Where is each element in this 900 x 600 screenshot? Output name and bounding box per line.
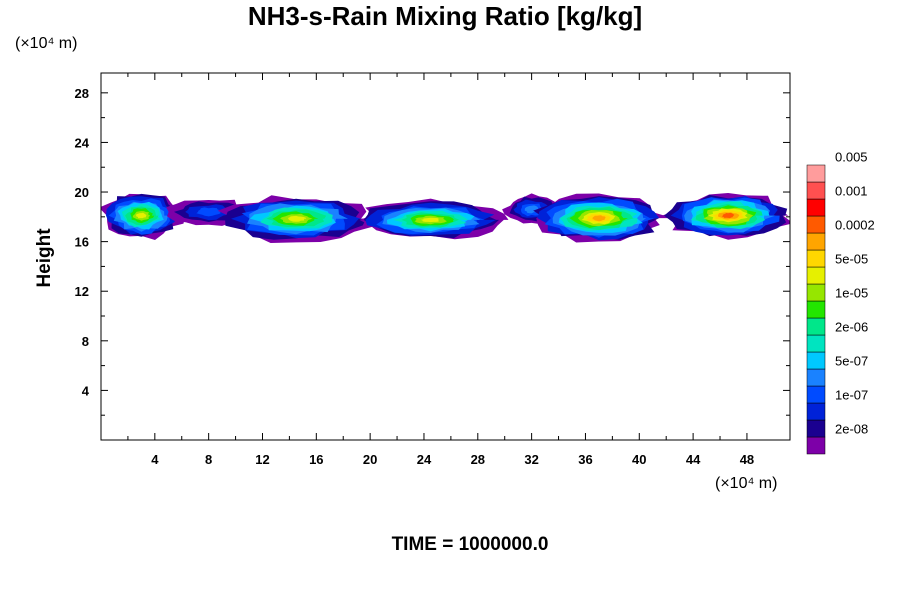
- x-tick-label: 24: [417, 452, 432, 467]
- y-axis: 4 8 12 16 20 24 28: [75, 86, 790, 416]
- colorbar-label: 5e-07: [835, 354, 868, 369]
- chart-title: NH3-s-Rain Mixing Ratio [kg/kg]: [248, 1, 642, 31]
- y-axis-label: Height: [34, 228, 55, 288]
- colorbar-swatch: [806, 351, 826, 370]
- colorbar: 2e-08 1e-07 5e-07 2e-06 1e-05 5e-05 0.0002 0.00…: [806, 150, 875, 455]
- contour-fill: [721, 212, 735, 219]
- y-tick-label: 16: [75, 235, 89, 250]
- x-tick-label: 20: [363, 452, 377, 467]
- x-tick-label: 4: [151, 452, 159, 467]
- colorbar-label: 5e-05: [835, 252, 868, 267]
- colorbar-label: 1e-07: [835, 388, 868, 403]
- colorbar-swatch: [806, 249, 826, 268]
- mixing-ratio-field: [101, 193, 790, 243]
- colorbar-label: 2e-08: [835, 422, 868, 437]
- colorbar-swatch: [806, 215, 826, 234]
- colorbar-swatch: [806, 283, 826, 302]
- colorbar-swatch: [806, 300, 826, 319]
- y-tick-label: 4: [82, 383, 90, 398]
- y-tick-label: 24: [75, 135, 90, 150]
- x-tick-label: 36: [578, 452, 592, 467]
- y-tick-label: 12: [75, 284, 89, 299]
- time-label: TIME = 1000000.0: [392, 534, 549, 555]
- contour-fill: [592, 215, 606, 222]
- colorbar-swatch: [806, 232, 826, 251]
- x-axis: 4 8 12 16 20 24 28 32 36 40 44 48: [127, 73, 754, 467]
- x-tick-label: 8: [205, 452, 212, 467]
- colorbar-label: 0.005: [835, 150, 868, 165]
- colorbar-swatch: [806, 385, 826, 404]
- x-tick-label: 16: [309, 452, 323, 467]
- colorbar-swatch: [806, 334, 826, 353]
- colorbar-swatch: [806, 419, 826, 438]
- y-tick-label: 28: [75, 86, 89, 101]
- colorbar-swatch: [806, 266, 826, 285]
- x-tick-label: 44: [686, 452, 701, 467]
- plot-frame: [100, 72, 791, 441]
- colorbar-swatch: [806, 164, 826, 183]
- x-tick-label: 28: [471, 452, 485, 467]
- x-tick-label: 48: [740, 452, 754, 467]
- colorbar-label: 1e-05: [835, 286, 868, 301]
- colorbar-label: 0.0002: [835, 218, 875, 233]
- y-tick-label: 20: [75, 185, 89, 200]
- colorbar-swatch: [806, 317, 826, 336]
- contour-fill: [288, 215, 307, 222]
- contour-fill: [420, 217, 439, 223]
- colorbar-label: 0.001: [835, 184, 868, 199]
- contour-fill: [136, 212, 147, 219]
- x-tick-label: 12: [255, 452, 269, 467]
- colorbar-swatch: [806, 368, 826, 387]
- colorbar-swatch: [806, 436, 826, 455]
- y-tick-label: 8: [82, 334, 89, 349]
- colorbar-swatch: [806, 198, 826, 217]
- colorbar-label: 2e-06: [835, 320, 868, 335]
- y-unit-label: (×10⁴ m): [15, 35, 77, 52]
- colorbar-swatch: [806, 181, 826, 200]
- contour-fill: [196, 207, 223, 217]
- x-unit-label: (×10⁴ m): [715, 475, 777, 492]
- x-tick-label: 32: [524, 452, 538, 467]
- colorbar-swatch: [806, 402, 826, 421]
- x-tick-label: 40: [632, 452, 646, 467]
